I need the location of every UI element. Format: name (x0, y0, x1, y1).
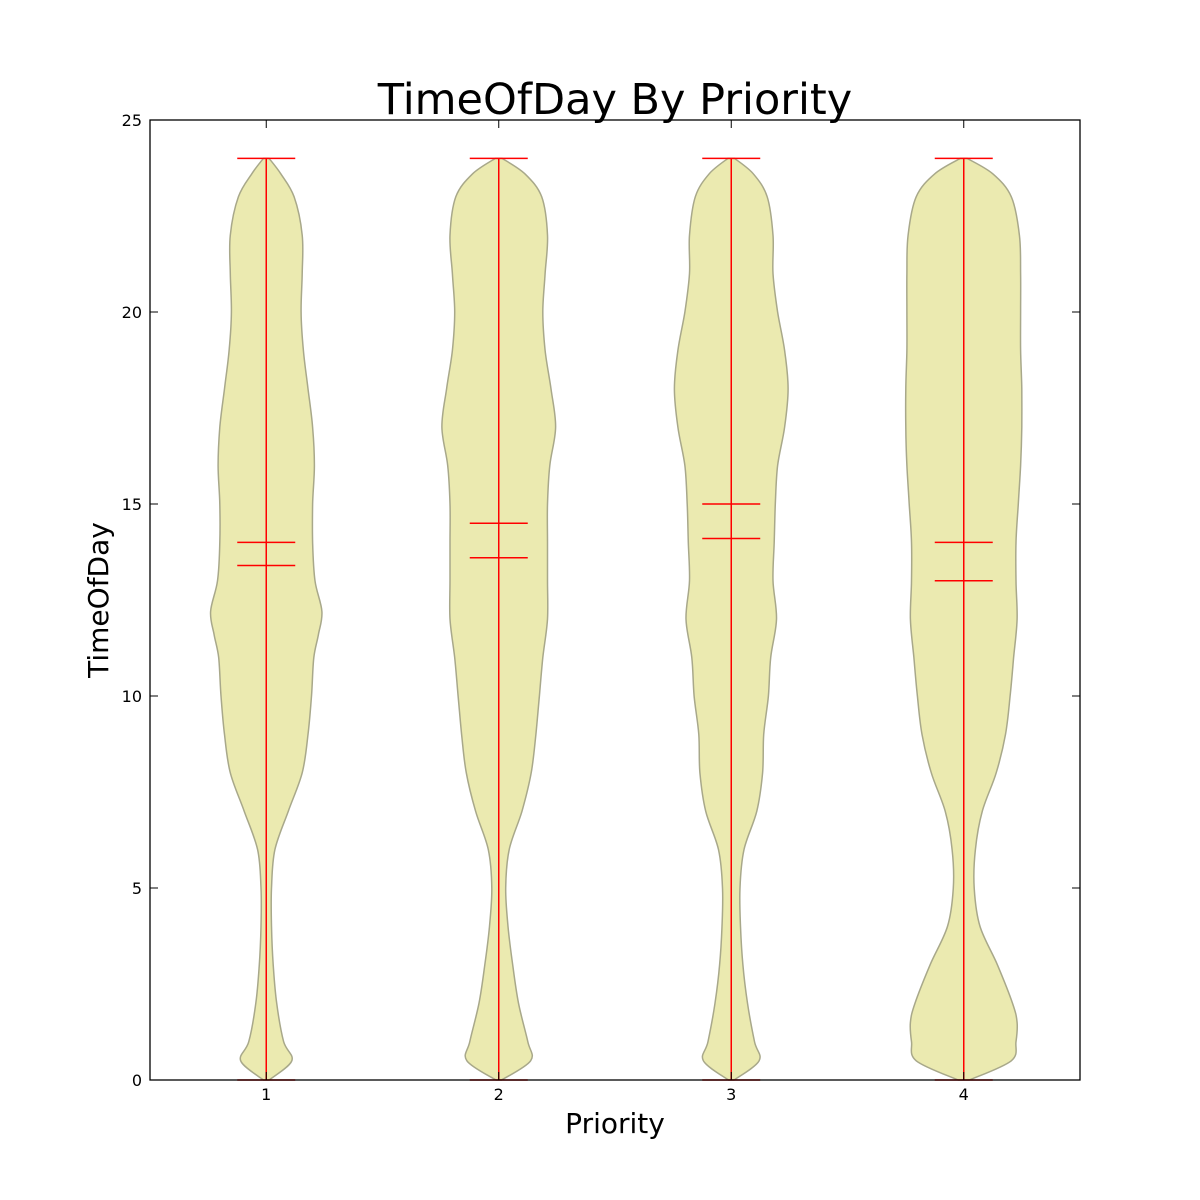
y-tick-label: 25 (122, 111, 142, 130)
violin-group-2 (441, 157, 557, 1081)
y-tick-label: 15 (122, 495, 142, 514)
y-tick-label: 5 (132, 879, 142, 898)
y-axis-label: TimeOfDay (82, 522, 115, 679)
axes: 0 5 10 15 20 25 1 2 3 4 (122, 111, 1081, 1104)
x-tick-label: 4 (959, 1085, 969, 1104)
x-tick-label: 1 (261, 1085, 271, 1104)
chart-title: TimeOfDay By Priority (377, 75, 852, 125)
axes-frame (149, 119, 1081, 1081)
violin-group-4 (904, 157, 1023, 1081)
y-tick-label: 0 (132, 1071, 142, 1090)
violin-group-1 (209, 157, 323, 1081)
x-tick-label: 2 (494, 1085, 504, 1104)
plot-area (209, 157, 1023, 1081)
x-tick-label: 3 (726, 1085, 736, 1104)
x-axis-label: Priority (565, 1107, 665, 1140)
y-tick-label: 20 (122, 303, 142, 322)
y-tick-label: 10 (122, 687, 142, 706)
violin-group-3 (673, 157, 789, 1081)
